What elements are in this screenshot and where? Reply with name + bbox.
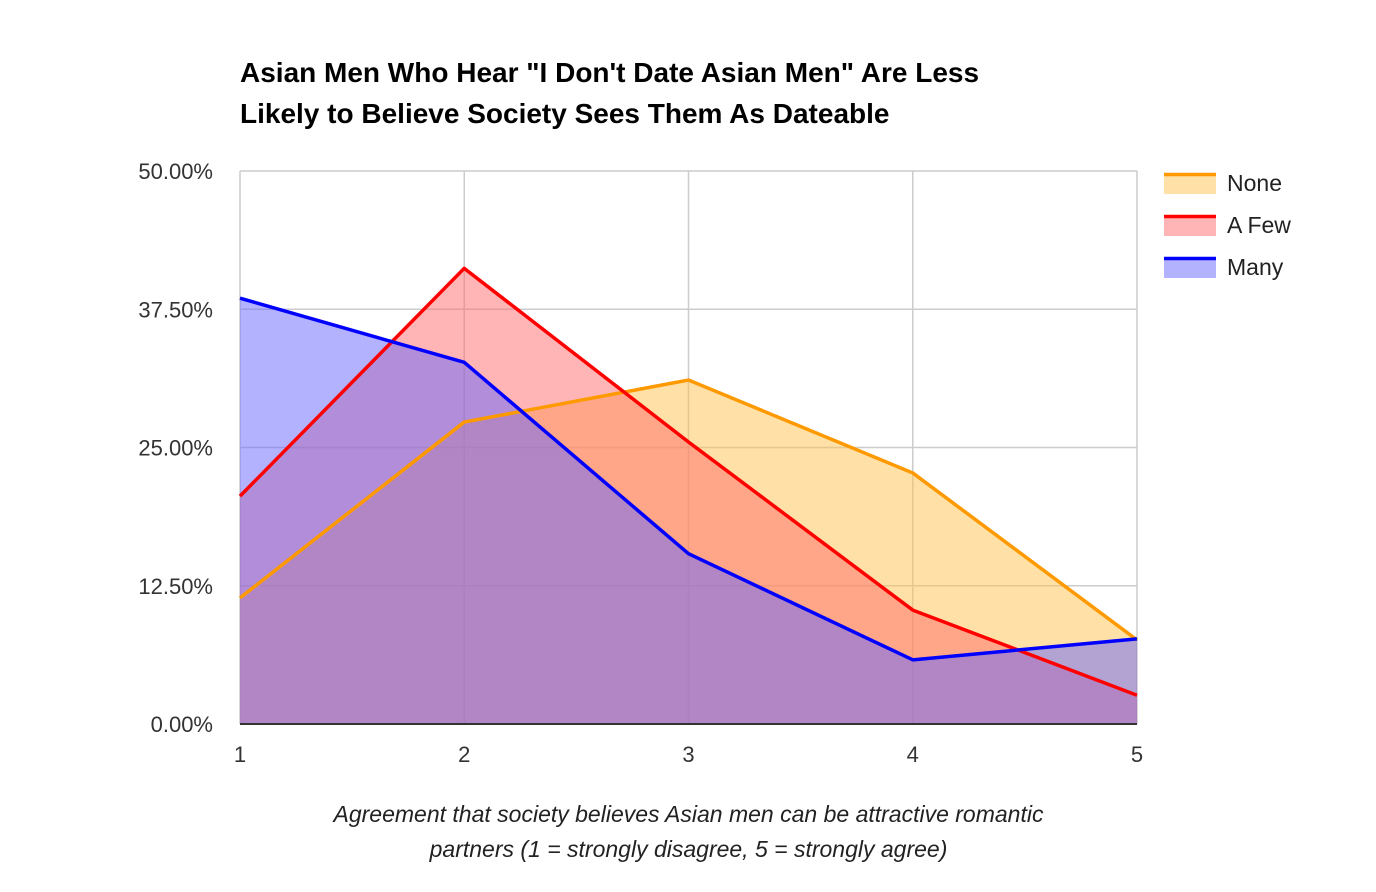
legend[interactable]: None A Few Many <box>1164 170 1291 280</box>
point-none-3[interactable] <box>687 379 690 382</box>
x-tick-label-0: 1 <box>234 742 246 767</box>
legend-swatch-many <box>1164 257 1216 278</box>
line-none[interactable] <box>238 378 1139 642</box>
legend-swatch-none <box>1164 173 1216 194</box>
point-many-5[interactable] <box>1136 637 1139 640</box>
point-a-few-3[interactable] <box>687 440 690 443</box>
legend-label-many: Many <box>1227 254 1284 280</box>
area-many <box>240 298 1137 724</box>
legend-item-a-few[interactable]: A Few <box>1164 212 1291 238</box>
point-a-few-1[interactable] <box>239 495 242 498</box>
legend-label-a-few: A Few <box>1227 212 1291 238</box>
legend-item-many[interactable]: Many <box>1164 254 1284 280</box>
y-tick-label-3: 37.50% <box>138 297 213 322</box>
legend-label-none: None <box>1227 170 1282 196</box>
x-tick-label-1: 2 <box>458 742 470 767</box>
x-tick-label-2: 3 <box>682 742 694 767</box>
chart-title-line-1: Asian Men Who Hear "I Don't Date Asian M… <box>240 57 980 88</box>
point-many-4[interactable] <box>911 658 914 661</box>
series-lines <box>238 266 1139 697</box>
y-tick-label-4: 50.00% <box>138 159 213 184</box>
chart-title-line-2: Likely to Believe Society Sees Them As D… <box>240 98 890 129</box>
x-axis-label: Agreement that society believes Asian me… <box>240 797 1137 867</box>
point-a-few-2[interactable] <box>463 267 466 270</box>
point-many-2[interactable] <box>463 361 466 364</box>
x-axis-label-line-1: Agreement that society believes Asian me… <box>333 801 1044 827</box>
y-tick-label-2: 25.00% <box>138 436 213 461</box>
point-many-3[interactable] <box>687 552 690 555</box>
legend-item-none[interactable]: None <box>1164 170 1282 196</box>
line-a-few[interactable] <box>238 266 1138 697</box>
x-tick-labels: 1 2 3 4 5 <box>234 742 1143 767</box>
x-tick-label-3: 4 <box>907 742 919 767</box>
x-tick-label-4: 5 <box>1131 742 1143 767</box>
point-none-1[interactable] <box>239 596 242 599</box>
y-tick-label-1: 12.50% <box>138 574 213 599</box>
point-a-few-5[interactable] <box>1136 694 1139 697</box>
line-many[interactable] <box>239 296 1138 662</box>
point-many-1[interactable] <box>239 297 242 300</box>
chart-title: Asian Men Who Hear "I Don't Date Asian M… <box>240 52 1140 134</box>
point-none-2[interactable] <box>463 421 466 424</box>
legend-swatch-a-few <box>1164 215 1216 236</box>
y-tick-labels: 0.00% 12.50% 25.00% 37.50% 50.00% <box>138 159 213 737</box>
x-axis-label-line-2: partners (1 = strongly disagree, 5 = str… <box>429 836 948 862</box>
y-tick-label-0: 0.00% <box>151 712 213 737</box>
point-a-few-4[interactable] <box>911 609 914 612</box>
point-none-4[interactable] <box>911 471 914 474</box>
